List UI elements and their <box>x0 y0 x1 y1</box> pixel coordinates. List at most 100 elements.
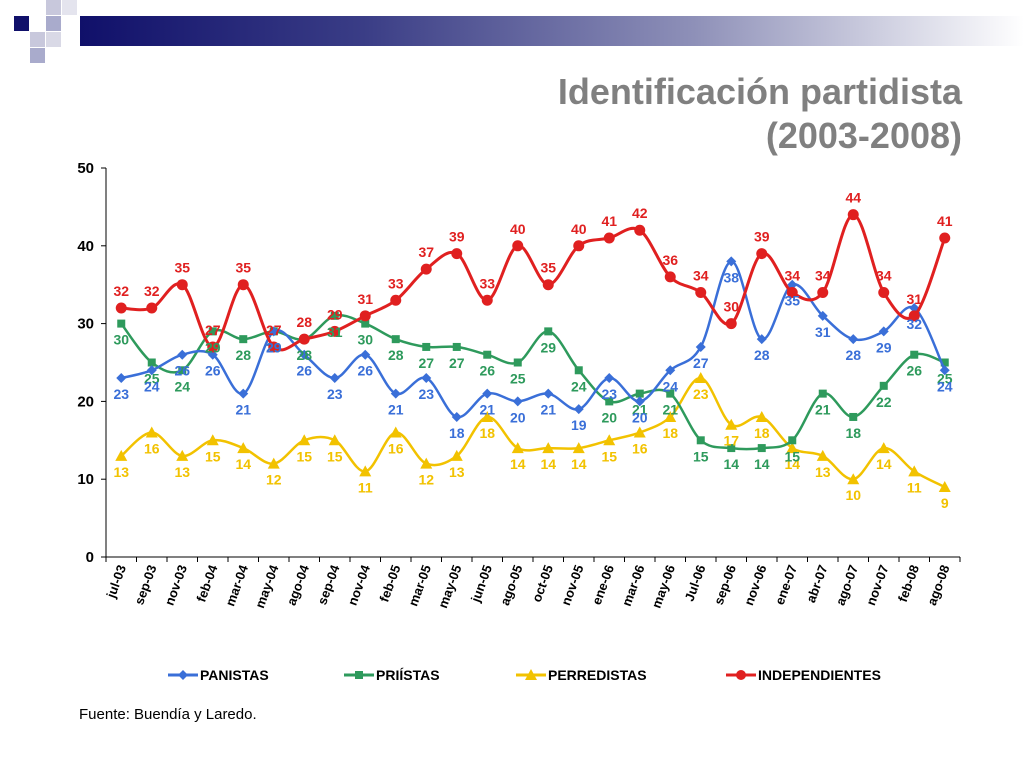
data-label-priistas: 21 <box>815 402 831 418</box>
data-point-panistas <box>512 396 523 407</box>
legend-marker-perredistas <box>525 669 537 680</box>
data-point-perredistas <box>450 449 463 461</box>
data-label-priistas: 22 <box>876 394 892 410</box>
data-label-priistas: 30 <box>357 332 373 348</box>
data-point-panistas <box>177 349 188 360</box>
data-point-perredistas <box>633 426 646 438</box>
data-label-independientes: 36 <box>662 252 678 268</box>
x-tick-label: oct-05 <box>529 563 556 604</box>
data-point-independientes <box>298 333 310 345</box>
data-label-panistas: 27 <box>693 355 709 371</box>
data-label-independientes: 29 <box>327 306 343 322</box>
data-label-independientes: 28 <box>296 314 312 330</box>
data-point-independientes <box>420 263 432 275</box>
data-label-panistas: 19 <box>571 417 587 433</box>
x-tick-label: ago-05 <box>497 563 525 608</box>
data-label-panistas: 28 <box>845 347 861 363</box>
series-line-panistas <box>120 260 946 419</box>
data-label-priistas: 28 <box>296 347 312 363</box>
data-label-perredistas: 13 <box>449 464 465 480</box>
data-point-independientes <box>695 286 707 298</box>
x-tick-label: feb-05 <box>376 563 403 604</box>
x-tick-label: ene-07 <box>772 563 800 607</box>
data-label-panistas: 26 <box>357 363 373 379</box>
data-point-priistas <box>208 327 217 336</box>
data-point-priistas <box>117 319 126 328</box>
data-label-panistas: 26 <box>174 363 190 379</box>
data-point-panistas <box>634 396 645 407</box>
data-point-perredistas <box>389 426 402 438</box>
data-label-independientes: 34 <box>876 267 892 283</box>
data-point-independientes <box>786 286 798 298</box>
data-point-perredistas <box>176 449 189 461</box>
data-label-independientes: 41 <box>601 213 617 229</box>
data-label-panistas: 20 <box>510 409 526 425</box>
data-point-priistas <box>483 350 492 359</box>
x-tick-label: ago-08 <box>924 563 952 608</box>
data-label-panistas: 23 <box>327 386 343 402</box>
data-point-priistas <box>330 311 339 320</box>
data-label-perredistas: 13 <box>815 464 831 480</box>
data-point-panistas <box>756 334 767 345</box>
data-label-priistas: 29 <box>205 339 221 355</box>
data-label-panistas: 21 <box>540 402 556 418</box>
data-label-independientes: 27 <box>205 322 221 338</box>
data-label-priistas: 21 <box>632 402 648 418</box>
legend-label-priistas: PRIÍSTAS <box>376 667 440 683</box>
data-label-perredistas: 15 <box>327 448 343 464</box>
data-point-independientes <box>573 240 585 252</box>
data-point-panistas <box>939 365 950 376</box>
data-point-panistas <box>207 349 218 360</box>
data-label-perredistas: 13 <box>113 464 129 480</box>
data-point-independientes <box>817 286 829 298</box>
data-label-priistas: 25 <box>937 371 953 387</box>
data-label-panistas: 20 <box>632 409 648 425</box>
data-point-perredistas <box>572 442 585 454</box>
data-point-panistas <box>390 388 401 399</box>
data-point-independientes <box>664 271 676 283</box>
data-point-independientes <box>603 232 615 244</box>
header-bar <box>80 16 1024 46</box>
legend-label-panistas: PANISTAS <box>200 667 269 683</box>
data-point-panistas <box>787 279 798 290</box>
data-label-independientes: 34 <box>815 267 831 283</box>
data-label-panistas: 24 <box>937 378 953 394</box>
data-point-priistas <box>788 436 797 445</box>
data-point-priistas <box>391 335 400 344</box>
data-point-priistas <box>696 436 705 445</box>
data-label-perredistas: 14 <box>235 456 251 472</box>
data-label-perredistas: 11 <box>907 479 922 495</box>
data-label-independientes: 34 <box>784 267 800 283</box>
data-label-perredistas: 14 <box>571 456 587 472</box>
data-point-independientes <box>390 294 402 306</box>
data-point-priistas <box>605 397 614 406</box>
data-label-panistas: 35 <box>784 293 800 309</box>
data-point-independientes <box>908 310 920 322</box>
data-point-panistas <box>238 388 249 399</box>
x-tick-label: nov-03 <box>162 563 190 608</box>
data-label-perredistas: 16 <box>144 441 160 457</box>
data-label-priistas: 25 <box>510 371 526 387</box>
data-label-perredistas: 15 <box>205 448 221 464</box>
data-point-perredistas <box>694 372 707 384</box>
data-point-panistas <box>268 326 279 337</box>
x-tick-label: sep-04 <box>314 562 342 607</box>
data-point-panistas <box>817 310 828 321</box>
data-label-independientes: 44 <box>845 190 861 206</box>
data-point-priistas <box>178 366 187 375</box>
data-point-perredistas <box>786 442 799 454</box>
data-point-priistas <box>452 342 461 351</box>
data-label-priistas: 28 <box>388 347 404 363</box>
data-point-perredistas <box>267 457 280 469</box>
data-label-panistas: 21 <box>235 402 251 418</box>
data-label-panistas: 29 <box>876 339 892 355</box>
data-point-priistas <box>849 412 858 421</box>
data-label-perredistas: 12 <box>266 472 282 488</box>
data-label-independientes: 33 <box>388 275 404 291</box>
data-point-independientes <box>847 209 859 221</box>
data-point-independientes <box>634 224 646 236</box>
data-label-independientes: 31 <box>906 291 922 307</box>
x-tick-label: may-06 <box>649 563 678 610</box>
y-tick-label: 10 <box>77 471 94 488</box>
data-point-priistas <box>513 358 522 367</box>
